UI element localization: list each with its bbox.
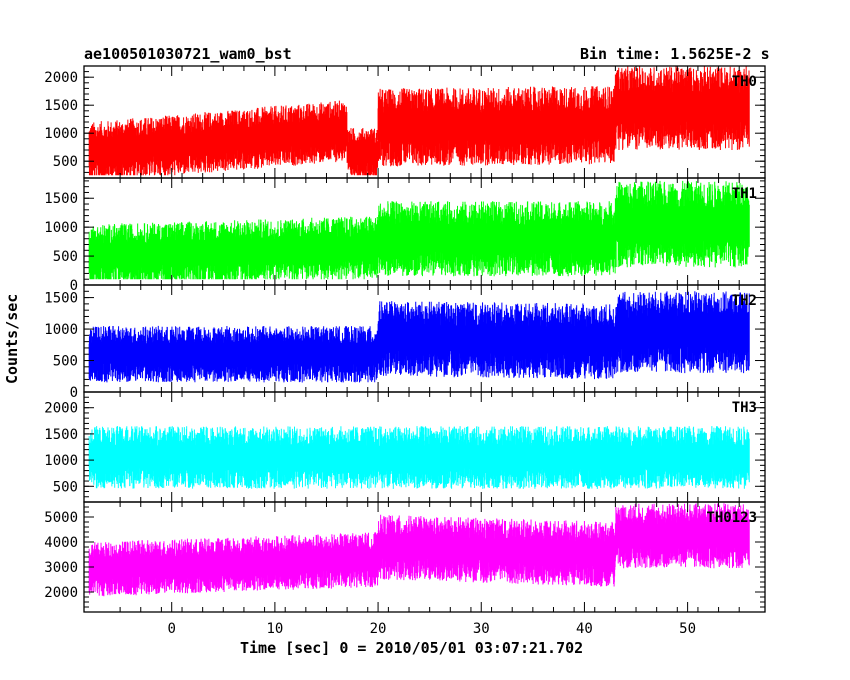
y-tick-label: 500 xyxy=(53,479,78,495)
y-tick-label: 1000 xyxy=(44,220,78,236)
y-tick-label: 4000 xyxy=(44,535,78,551)
y-tick-label: 1500 xyxy=(44,427,78,443)
y-tick-label: 1500 xyxy=(44,291,78,307)
panel-label-th3: TH3 xyxy=(732,400,757,416)
bin-time-label: Bin time: 1.5625E-2 s xyxy=(580,45,770,63)
y-tick-label: 0 xyxy=(70,278,78,294)
y-tick-label: 0 xyxy=(70,385,78,401)
y-tick-label: 2000 xyxy=(44,585,78,601)
y-tick-label: 500 xyxy=(53,154,78,170)
y-tick-label: 1000 xyxy=(44,126,78,142)
y-tick-label: 500 xyxy=(53,249,78,265)
series-th0123 xyxy=(88,503,750,597)
series-th0 xyxy=(88,66,750,176)
panel-label-th2: TH2 xyxy=(732,293,757,309)
y-tick-label: 3000 xyxy=(44,560,78,576)
panel-label-th0123: TH0123 xyxy=(706,510,757,526)
panel-label-th1: TH1 xyxy=(732,186,757,202)
x-axis-label: Time [sec] 0 = 2010/05/01 03:07:21.702 xyxy=(240,639,584,657)
x-tick-label: 40 xyxy=(576,621,593,637)
x-tick-label: 10 xyxy=(266,621,283,637)
y-tick-label: 1000 xyxy=(44,453,78,469)
y-tick-label: 500 xyxy=(53,354,78,370)
y-tick-label: 2000 xyxy=(44,70,78,86)
x-tick-label: 0 xyxy=(167,621,175,637)
y-tick-label: 5000 xyxy=(44,510,78,526)
y-tick-label: 1500 xyxy=(44,98,78,114)
series-th1 xyxy=(88,180,750,280)
series-th3 xyxy=(88,426,750,489)
x-tick-label: 20 xyxy=(370,621,387,637)
x-tick-label: 30 xyxy=(473,621,490,637)
x-tick-label: 50 xyxy=(679,621,696,637)
panel-label-th0: TH0 xyxy=(732,74,757,90)
y-tick-label: 2000 xyxy=(44,401,78,417)
series-th2 xyxy=(88,291,750,383)
chart-title: ae100501030721_wam0_bst xyxy=(84,45,292,63)
y-tick-label: 1500 xyxy=(44,191,78,207)
y-tick-label: 1000 xyxy=(44,322,78,338)
